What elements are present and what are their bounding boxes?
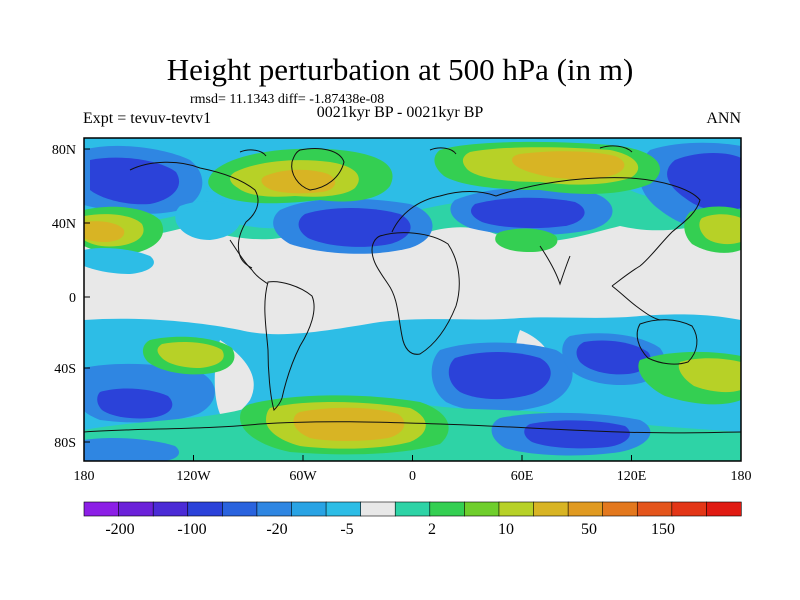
colorbar-swatch [360,501,396,517]
colorbar-swatch [152,501,189,517]
colorbar-swatch [83,501,120,517]
colorbar-swatch [291,501,327,517]
contour-antarctic-darkblue [524,420,630,449]
x-tick-label: 120W [176,469,211,484]
colorbar-label: 50 [581,521,597,538]
coast-central-america [229,239,269,285]
contour-seasia-yellow [678,358,741,393]
colorbar-swatch [602,501,638,517]
colorbar-labels: -200 -100 -20 -5 2 10 50 150 [105,521,675,538]
colorbar-label: -5 [340,521,353,538]
colorbar-swatch [429,501,465,517]
contour-greenland-orange [261,169,336,194]
contour-midasia-green [495,228,558,252]
coast-australia [636,319,698,365]
colorbar-label: 2 [428,521,436,538]
coast-arctic-islands [239,145,633,157]
colorbar-label: 150 [651,521,675,538]
contour-indian-darkblue [448,352,551,400]
x-tick-label: 180 [74,469,95,484]
coast-se-asia [611,285,661,321]
contour-southpac-yellow [157,342,224,368]
colorbar-swatch [464,501,500,517]
colorbar-swatch [671,501,708,517]
colorbar-swatch [222,501,258,517]
period-label: 0021kyr BP - 0021kyr BP [316,104,484,121]
x-tick-label: 60W [289,469,317,484]
colorbar [83,501,742,517]
colorbar-swatch [636,501,673,517]
contour-australia-darkblue [576,340,651,375]
y-tick-label: 40N [52,217,76,232]
y-tick-marks [84,148,90,443]
colorbar-swatch [498,501,535,517]
coast-north-america [129,161,259,269]
colorbar-label: 10 [498,521,514,538]
colorbar-label: -20 [266,521,287,538]
colorbar-swatch [533,501,569,517]
contour-pacific-darkblue [90,157,180,205]
x-tick-label: 180 [731,469,752,484]
y-tick-label: 40S [54,362,76,377]
coastlines [84,145,741,434]
contour-siberia-darkblue [667,153,741,211]
contour-na-lightblue [175,201,241,240]
x-tick-marks [83,455,742,461]
contour-atlantic-darkblue [298,208,411,247]
colorbar-label: -200 [105,521,134,538]
x-tick-label: 0 [409,469,416,484]
coast-greenland [291,148,345,191]
colorbar-swatch [118,501,154,517]
coast-asia [495,177,701,287]
y-tick-label: 80N [52,143,76,158]
colorbar-swatch [706,501,742,517]
coast-europe [391,191,497,233]
contour-antarctic-orange [293,407,405,441]
contour-npacific-orange [84,221,125,242]
colorbar-swatch [325,501,362,517]
x-tick-labels: 180 120W 60W 0 60E 120E 180 [74,469,752,484]
x-tick-label: 120E [617,469,647,484]
contour-eastant-blue [84,438,180,461]
colorbar-swatch [394,501,431,517]
contour-tropics-lightblue [84,248,154,274]
map-title: Height perturbation at 500 hPa (in m) [166,52,634,87]
colorbar-label: -100 [177,521,206,538]
coast-africa [371,232,460,355]
coast-india [539,245,571,286]
contour-asia-darkblue [470,197,585,229]
colorbar-swatch [256,501,293,517]
coast-south-america [264,281,315,411]
season-label: ANN [706,110,741,127]
colorbar-swatch [567,501,604,517]
x-tick-label: 60E [511,469,534,484]
height-perturbation-field [84,138,741,461]
y-tick-label: 80S [54,436,76,451]
contour-eurasia-orange [512,151,625,179]
rmsd-stats: rmsd= 11.1343 diff= -1.87438e-08 [190,92,385,107]
y-tick-label: 0 [69,291,76,306]
coast-antarctica [84,421,741,434]
colorbar-swatch [187,501,223,517]
contour-southpac-darkblue [97,388,173,419]
experiment-label: Expt = tevuv-tevtv1 [83,110,212,127]
y-tick-labels: 80N 40N 0 40S 80S [52,143,76,451]
contour-epacific-yellow [699,214,741,245]
